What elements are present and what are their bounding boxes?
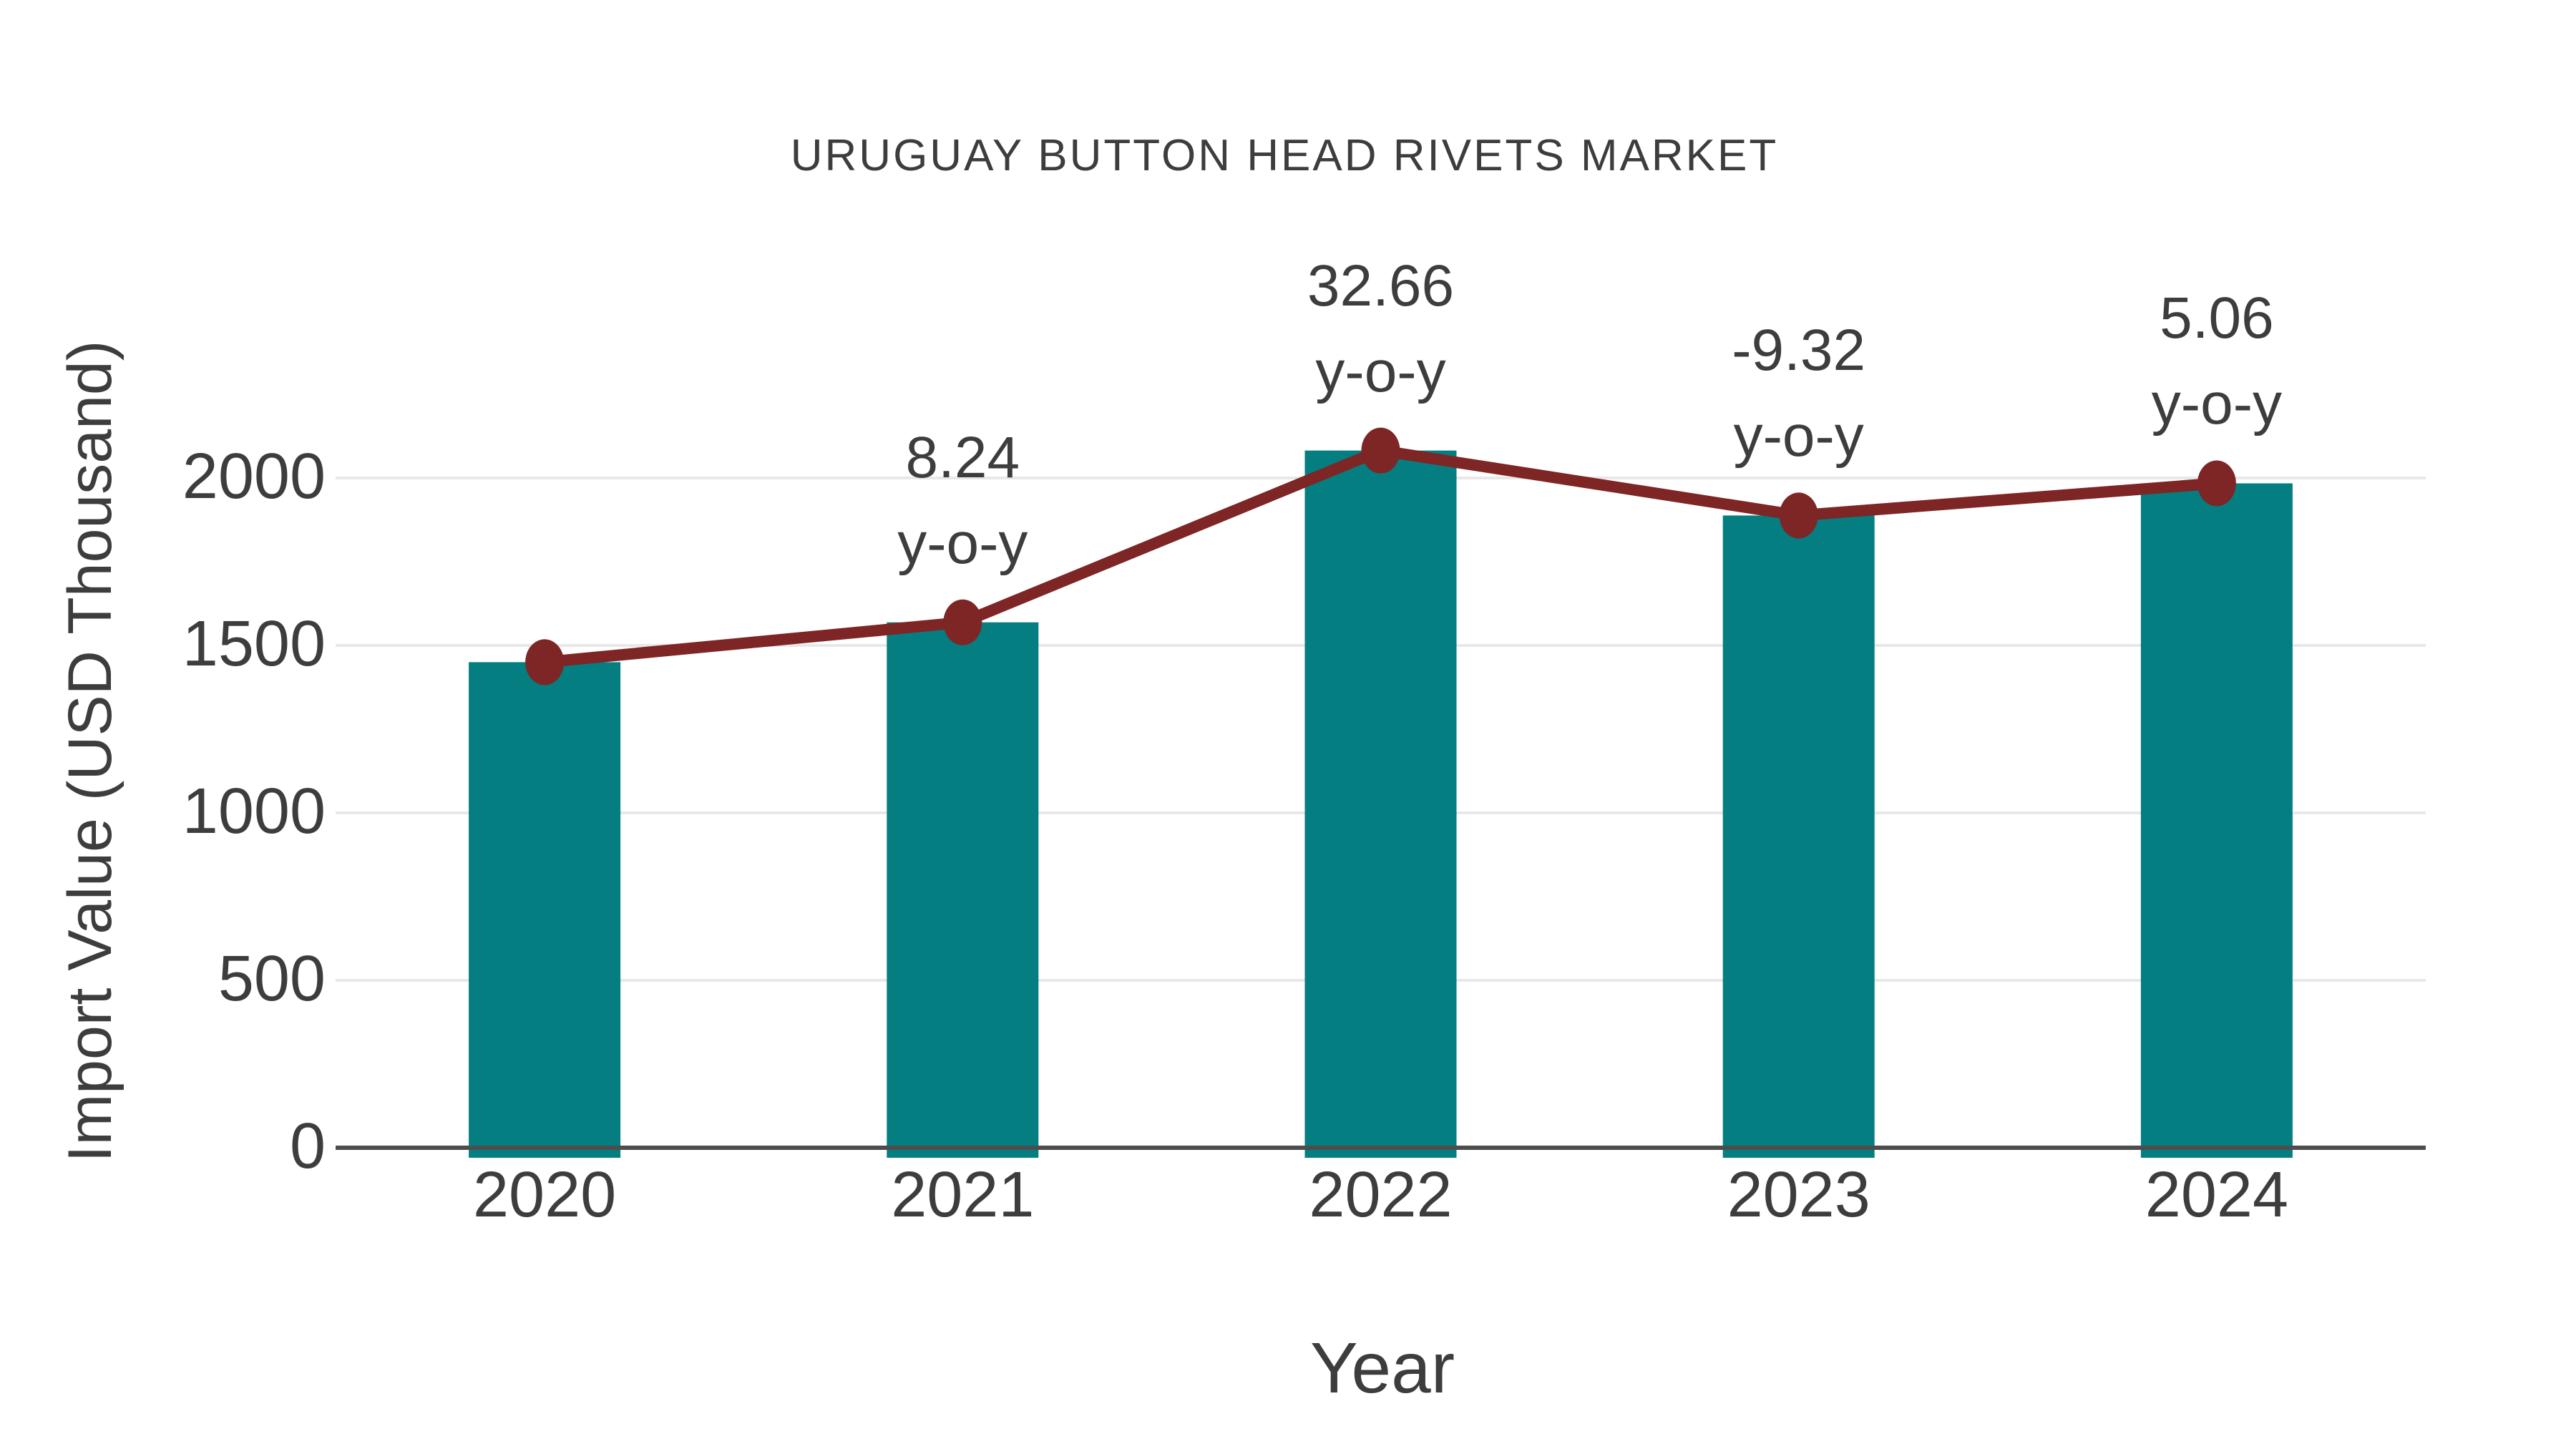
bar-2023 (1722, 515, 1875, 1158)
chart-title: URUGUAY BUTTON HEAD RIVETS MARKET (790, 131, 1779, 180)
yoy-value-2022: 32.66 (1307, 253, 1455, 318)
x-tick-label-2020: 2020 (472, 1159, 617, 1231)
trend-marker-2021 (943, 599, 982, 645)
y-tick-label-1000: 1000 (182, 776, 326, 848)
y-tick-label-1500: 1500 (182, 608, 326, 680)
yoy-suffix-2023: y-o-y (1733, 404, 1864, 469)
yoy-suffix-2024: y-o-y (2151, 371, 2282, 437)
x-axis-title: Year (1309, 1328, 1455, 1408)
trend-marker-2020 (525, 639, 565, 686)
x-tick-label-2024: 2024 (2145, 1159, 2288, 1231)
trend-marker-2023 (1779, 492, 1818, 539)
yoy-value-2021: 8.24 (905, 424, 1020, 490)
x-tick-label-2023: 2023 (1727, 1159, 1870, 1231)
bar-2020 (469, 662, 621, 1158)
bar-2024 (2140, 483, 2293, 1158)
trend-marker-2024 (2197, 460, 2236, 507)
y-tick-label-0: 0 (289, 1111, 326, 1183)
y-tick-label-2000: 2000 (182, 441, 326, 513)
yoy-suffix-2022: y-o-y (1315, 338, 1446, 404)
x-tick-label-2022: 2022 (1309, 1159, 1453, 1231)
yoy-value-2024: 5.06 (2160, 286, 2274, 351)
yoy-suffix-2021: y-o-y (897, 510, 1028, 576)
y-tick-label-500: 500 (218, 943, 326, 1015)
trend-marker-2022 (1361, 427, 1400, 474)
yoy-value-2023: -9.32 (1732, 318, 1866, 384)
y-axis-title: Import Value (USD Thousand) (56, 340, 125, 1163)
bar-2022 (1304, 450, 1457, 1158)
x-tick-label-2021: 2021 (891, 1159, 1035, 1231)
bar-2021 (887, 622, 1039, 1158)
